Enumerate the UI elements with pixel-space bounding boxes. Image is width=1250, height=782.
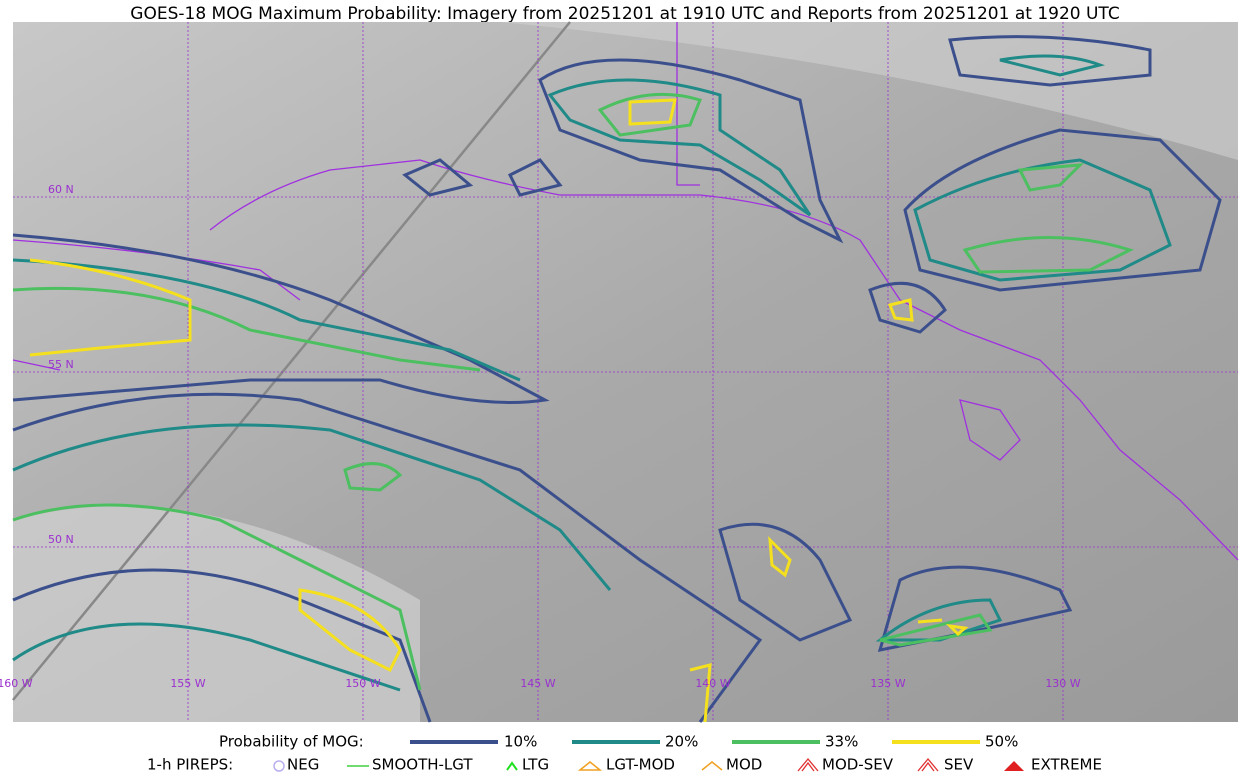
- pirep-icon: [577, 761, 603, 771]
- pirep-icon: [273, 760, 285, 772]
- legend-label: LTG: [522, 756, 549, 774]
- pirep-icon: [1004, 761, 1024, 771]
- lat-label: 60 N: [48, 183, 74, 196]
- lon-label: 160 W: [0, 677, 33, 690]
- lon-label: 140 W: [695, 677, 730, 690]
- legend-label: SMOOTH-LGT: [372, 756, 473, 774]
- legend-label: NEG: [287, 756, 319, 774]
- legend-label: MOD-SEV: [822, 756, 894, 774]
- lon-label: 150 W: [345, 677, 380, 690]
- lon-label: 145 W: [520, 677, 555, 690]
- graticule: [13, 22, 1238, 722]
- legend-label: 20%: [665, 733, 698, 751]
- legend-label: SEV: [944, 756, 974, 774]
- map: 60 N 55 N 50 N 160 W 155 W 150 W 145 W 1…: [0, 21, 1239, 723]
- legend-label: EXTREME: [1031, 756, 1102, 774]
- pirep-icon: [701, 761, 723, 771]
- satellite-track: [12, 21, 571, 701]
- legend-label: 50%: [985, 733, 1018, 751]
- legend-label: 10%: [504, 733, 537, 751]
- lon-label: 155 W: [170, 677, 205, 690]
- lat-label: 50 N: [48, 533, 74, 546]
- pirep-icon: [797, 757, 819, 772]
- legend-label: MOD: [726, 756, 762, 774]
- title: GOES-18 MOG Maximum Probability: Imagery…: [130, 4, 1119, 24]
- legend-title: Probability of MOG:: [219, 733, 364, 751]
- contours: [12, 35, 1222, 723]
- legend-title: 1-h PIREPS:: [147, 756, 233, 774]
- legend-label: LGT-MOD: [606, 756, 675, 774]
- legend-label: 33%: [825, 733, 858, 751]
- lon-label: 130 W: [1045, 677, 1080, 690]
- pirep-icon: [917, 757, 939, 772]
- pirep-icon: [506, 761, 518, 771]
- lat-label: 55 N: [48, 358, 74, 371]
- cloud-region: [13, 506, 420, 722]
- lon-label: 135 W: [870, 677, 905, 690]
- legend: Probability of MOG: 10% 20% 33% 50% 1-h …: [147, 733, 1102, 774]
